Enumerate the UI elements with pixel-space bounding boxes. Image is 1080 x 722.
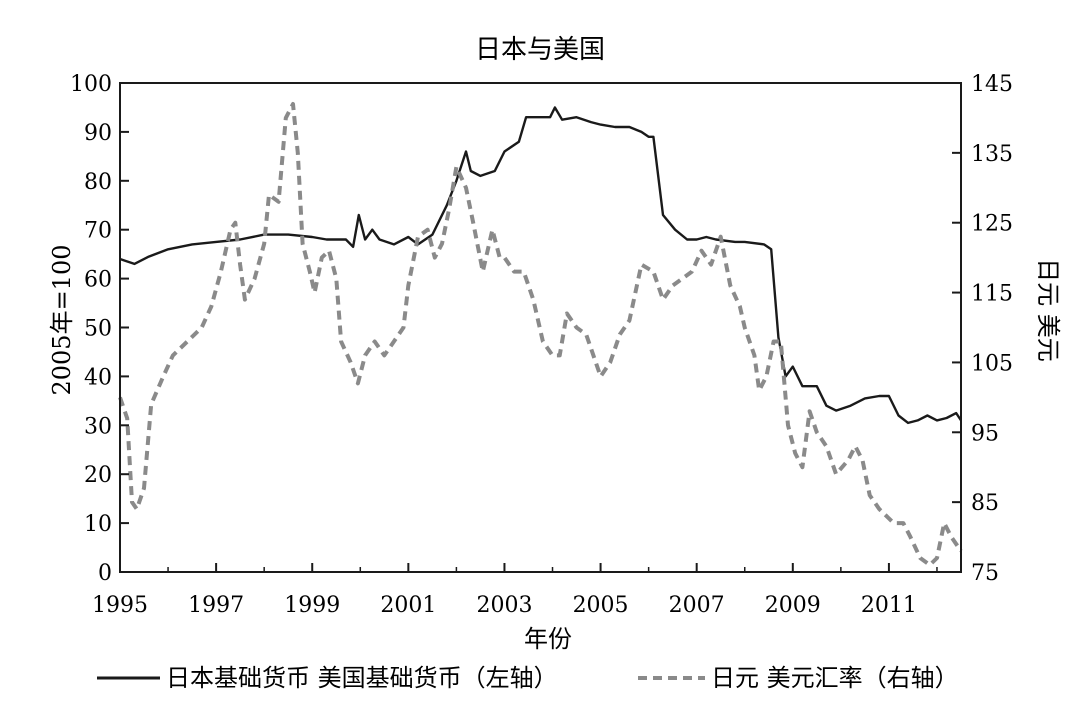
right-axis-label: 日元 美元 bbox=[1034, 258, 1062, 362]
series-layer bbox=[118, 102, 963, 567]
right-tick-label: 75 bbox=[971, 561, 999, 586]
right-tick-label: 125 bbox=[971, 212, 1013, 237]
plot-frame bbox=[119, 82, 962, 573]
right-axis-ticks: 75 85 95 105 115 125 135 145 bbox=[952, 72, 1013, 586]
x-axis-label: 年份 bbox=[524, 625, 572, 653]
legend-label-base-money: 日本基础货币 美国基础货币（左轴） bbox=[166, 664, 558, 692]
left-tick-label: 60 bbox=[84, 268, 112, 293]
right-tick-label: 105 bbox=[971, 351, 1013, 376]
x-tick-label: 2001 bbox=[380, 593, 436, 618]
x-tick-label: 2011 bbox=[861, 593, 917, 618]
left-axis-ticks: 0 10 20 30 40 50 60 70 80 90 100 bbox=[70, 72, 129, 586]
x-tick-label: 2005 bbox=[573, 593, 629, 618]
left-tick-label: 20 bbox=[84, 463, 112, 488]
x-tick-label: 2003 bbox=[476, 593, 532, 618]
left-tick-label: 40 bbox=[84, 365, 112, 390]
x-tick-label: 1999 bbox=[284, 593, 340, 618]
series-line-exchange-rate bbox=[118, 102, 963, 567]
x-axis-ticks: 1995 1997 1999 2001 2003 2005 2007 2009 2011 bbox=[92, 563, 938, 618]
left-tick-label: 50 bbox=[84, 317, 112, 342]
left-tick-label: 90 bbox=[84, 121, 112, 146]
chart-title: 日本与美国 bbox=[475, 35, 605, 65]
right-tick-label: 85 bbox=[971, 491, 999, 516]
x-tick-label: 1995 bbox=[92, 593, 148, 618]
left-tick-label: 10 bbox=[84, 512, 112, 537]
left-tick-label: 0 bbox=[98, 561, 112, 586]
x-tick-label: 2007 bbox=[669, 593, 725, 618]
left-tick-label: 100 bbox=[70, 72, 112, 97]
right-tick-label: 145 bbox=[971, 72, 1013, 97]
left-axis-label: 2005年=100 bbox=[48, 245, 76, 396]
left-tick-label: 30 bbox=[84, 414, 112, 439]
legend-label-exchange-rate: 日元 美元汇率（右轴） bbox=[711, 664, 959, 692]
series-line-base-money bbox=[119, 106, 963, 425]
x-tick-label: 1997 bbox=[188, 593, 244, 618]
x-tick-label: 2009 bbox=[765, 593, 821, 618]
legend: 日本基础货币 美国基础货币（左轴） 日元 美元汇率（右轴） bbox=[97, 664, 959, 692]
left-tick-label: 80 bbox=[84, 170, 112, 195]
right-tick-label: 115 bbox=[971, 282, 1013, 307]
left-tick-label: 70 bbox=[84, 219, 112, 244]
right-tick-label: 95 bbox=[971, 421, 999, 446]
right-tick-label: 135 bbox=[971, 142, 1013, 167]
